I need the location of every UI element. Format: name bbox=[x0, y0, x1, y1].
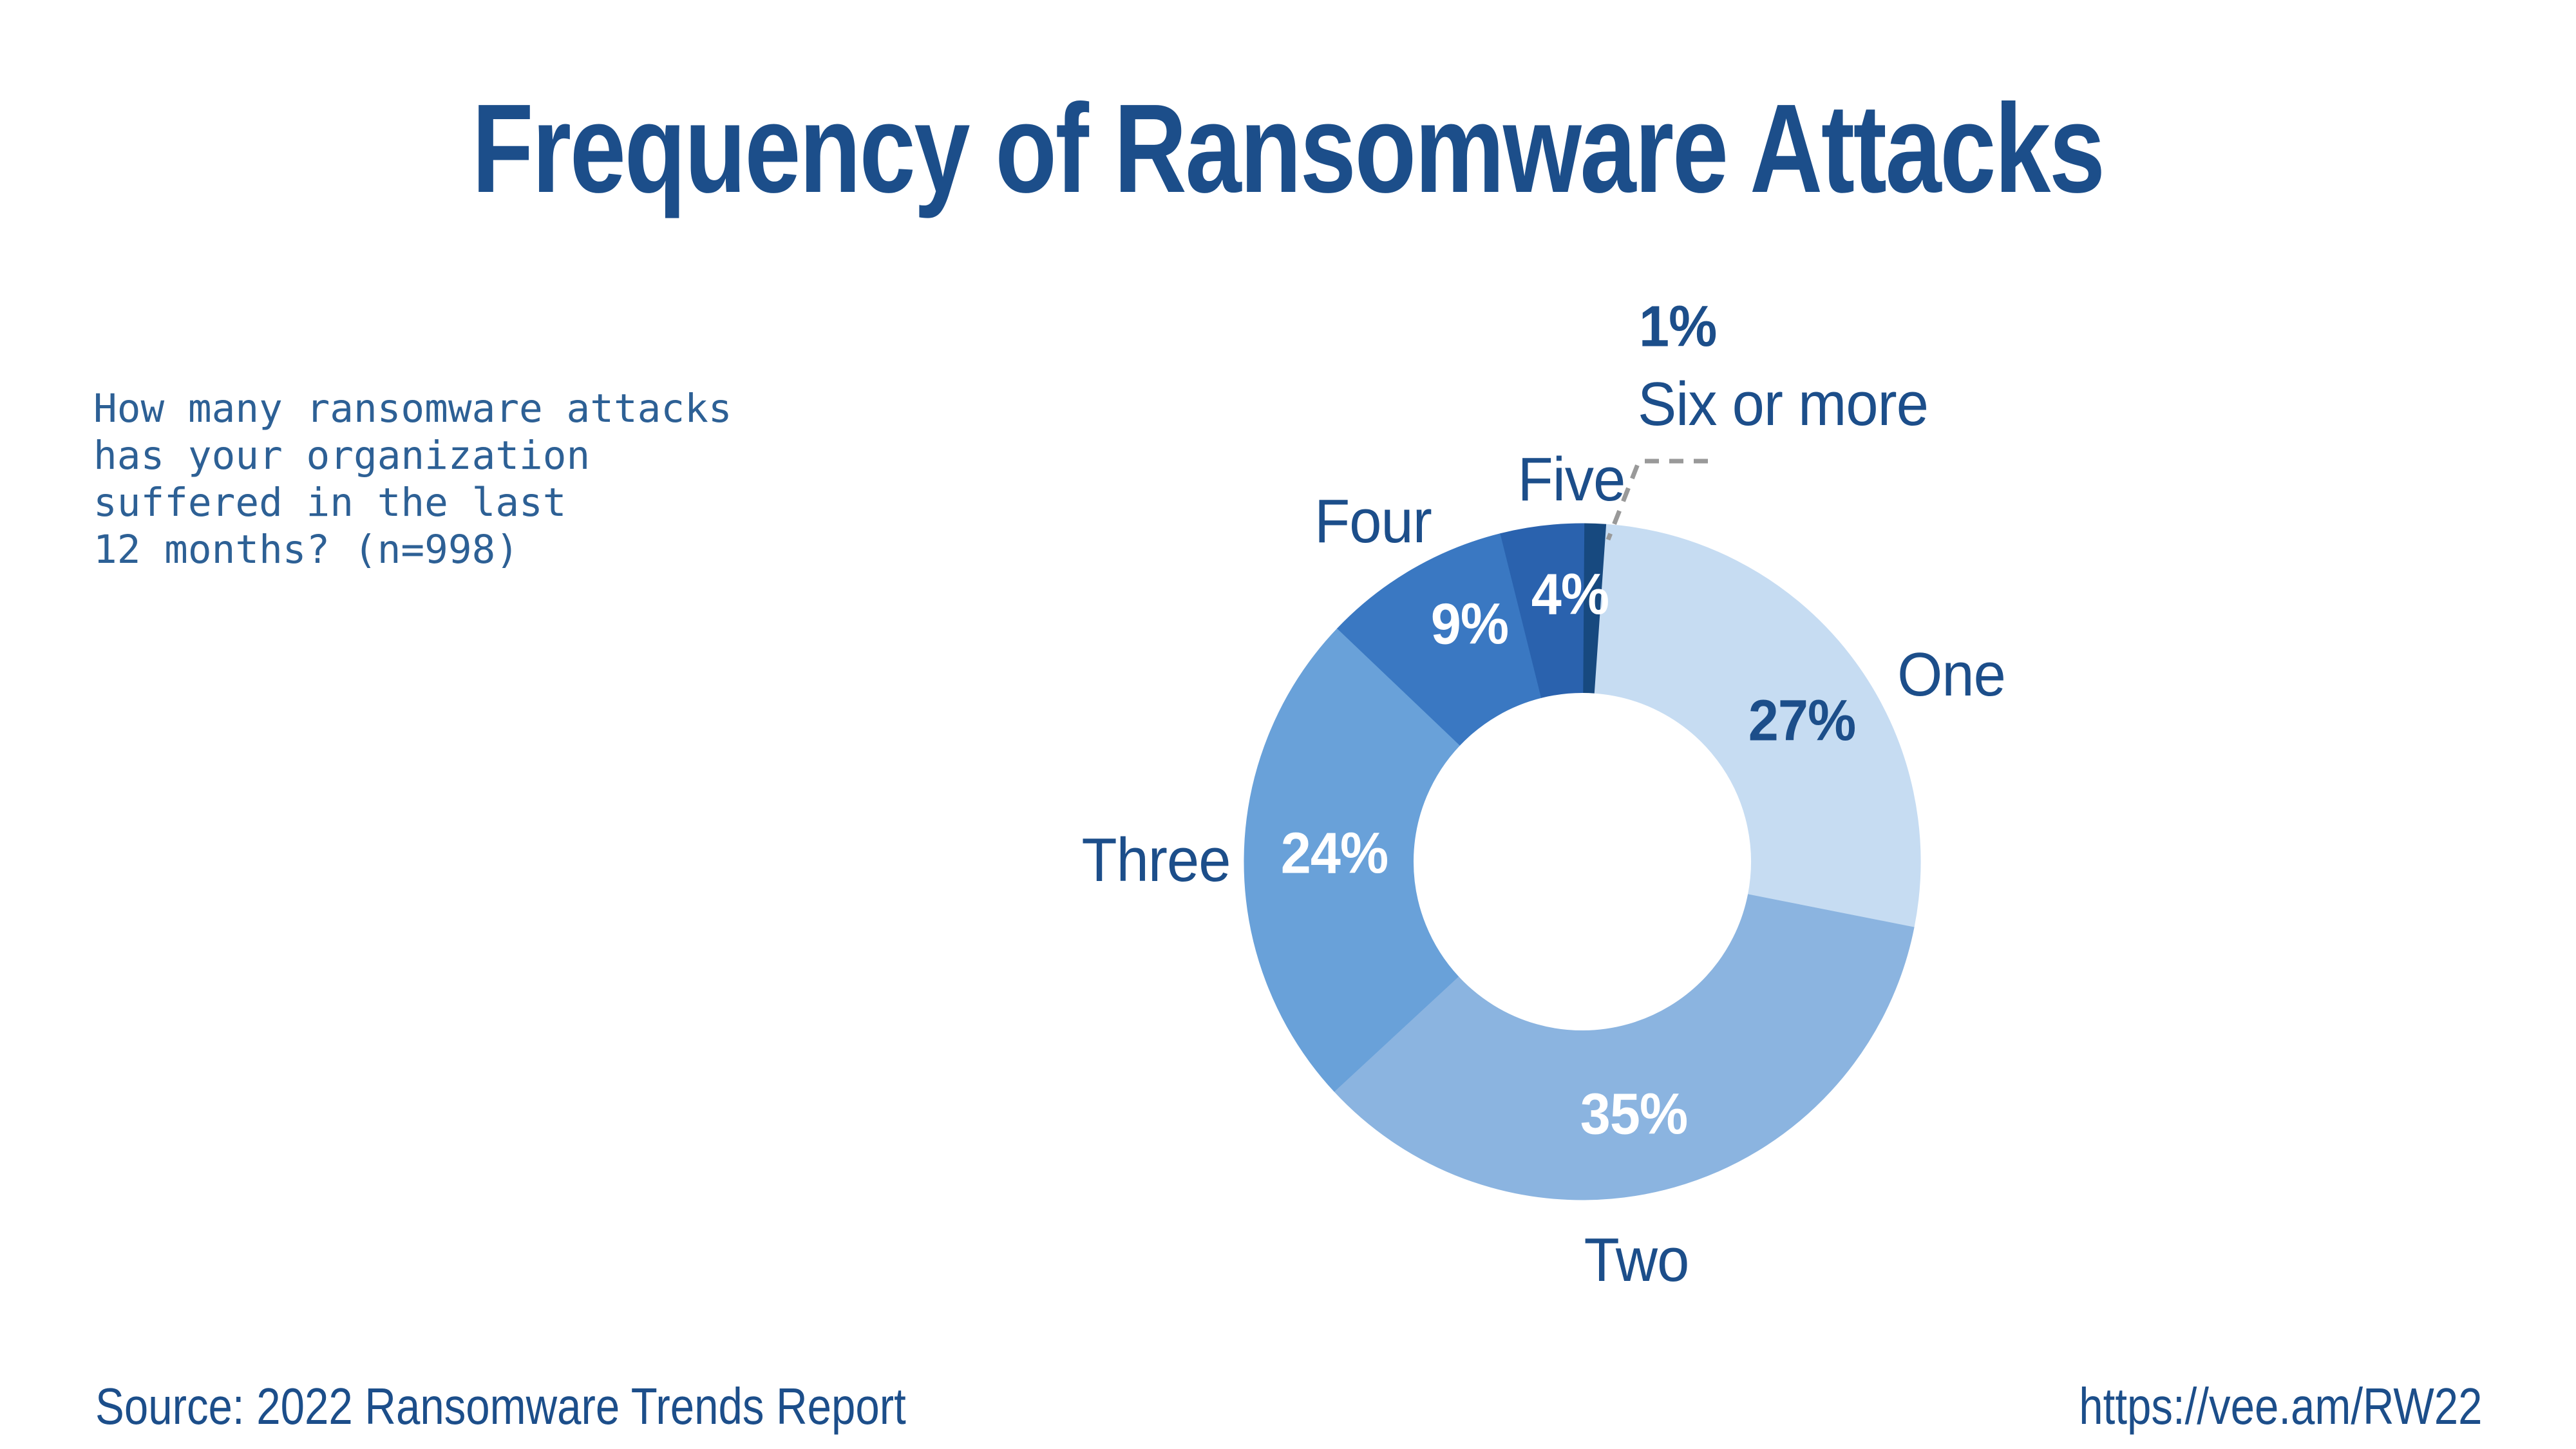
report-url: https://vee.am/RW22 bbox=[2002, 1378, 2483, 1435]
slice-label-two: Two bbox=[1584, 1226, 1690, 1294]
donut-slice-two bbox=[1334, 894, 1915, 1200]
donut-slice-six-or-more bbox=[1583, 523, 1607, 694]
slice-label-three: Three bbox=[1081, 826, 1231, 895]
slice-value-three: 24% bbox=[1280, 821, 1388, 886]
slice-label-four: Four bbox=[1314, 487, 1432, 556]
survey-question: How many ransomware attacks has your org… bbox=[93, 386, 732, 573]
source-note-text: Source: 2022 Ransomware Trends Report bbox=[95, 1378, 906, 1435]
leader-line-six-or-more bbox=[1605, 459, 1708, 541]
slice-value-six-or-more: 1% bbox=[1639, 294, 1717, 359]
slice-label-one: One bbox=[1897, 640, 2006, 709]
donut-slice-one bbox=[1593, 524, 1921, 928]
donut-slice-four bbox=[1337, 533, 1542, 746]
slice-label-five: Five bbox=[1517, 445, 1626, 514]
slice-value-one: 27% bbox=[1748, 688, 1856, 753]
donut-slices bbox=[1244, 523, 1921, 1200]
slice-value-two: 35% bbox=[1580, 1082, 1688, 1147]
source-note: Source: 2022 Ransomware Trends Report bbox=[95, 1378, 1061, 1435]
donut-slice-three bbox=[1244, 628, 1461, 1092]
page-title-text: Frequency of Ransomware Attacks bbox=[472, 78, 2105, 219]
slice-value-four: 9% bbox=[1430, 592, 1509, 657]
slice-value-five: 4% bbox=[1531, 562, 1609, 627]
slice-label-six-or-more: Six or more bbox=[1638, 370, 1929, 439]
report-url-text: https://vee.am/RW22 bbox=[2079, 1378, 2483, 1435]
page-title: Frequency of Ransomware Attacks bbox=[0, 82, 2576, 215]
